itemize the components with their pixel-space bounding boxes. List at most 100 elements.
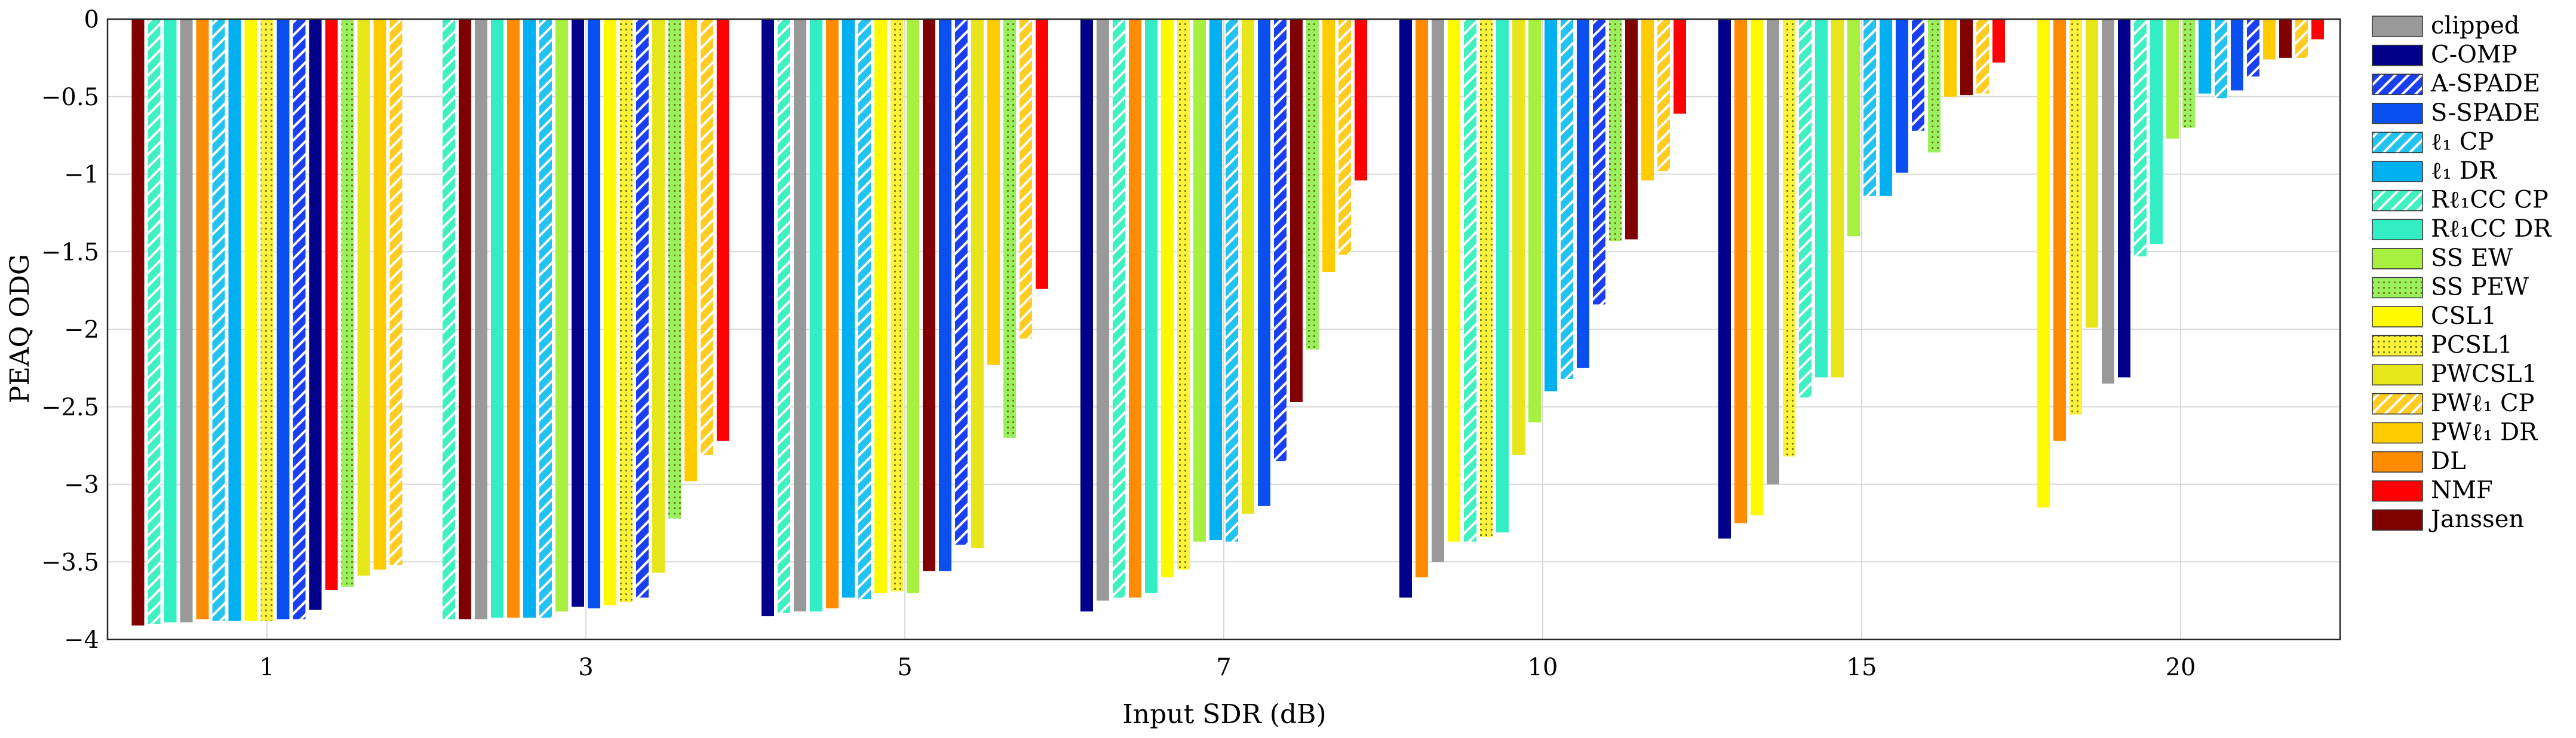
y-tick-label: −0.5 <box>41 84 99 111</box>
legend-swatch <box>2372 189 2423 212</box>
legend-label: C-OMP <box>2431 41 2517 69</box>
bar-16-7 <box>1129 19 1141 598</box>
bar-14-1 <box>389 19 403 565</box>
y-tick-label: −1.5 <box>41 238 99 266</box>
legend-swatch <box>2372 74 2423 95</box>
legend-label: Rℓ₁CC DR <box>2431 215 2552 243</box>
bar-6-3 <box>523 19 536 618</box>
bar-15-1 <box>373 19 386 570</box>
bar-4-20 <box>2231 19 2243 91</box>
bar-13-20 <box>2086 19 2098 328</box>
bar-16-3 <box>507 19 520 618</box>
legend-swatch <box>2372 509 2423 531</box>
bar-18-20 <box>2279 19 2292 58</box>
bar-13-15 <box>1831 19 1844 378</box>
bar-1-3 <box>475 19 487 620</box>
bar-8-5 <box>810 19 822 612</box>
bar-4-10 <box>1577 19 1589 368</box>
x-tick-label: 3 <box>578 654 593 681</box>
bar-2-20 <box>2118 19 2130 378</box>
bar-5-20 <box>2215 19 2227 99</box>
bar-17-7 <box>1355 19 1367 180</box>
legend-swatch <box>2372 16 2423 37</box>
bar-12-15 <box>1783 19 1795 457</box>
legend-label: Rℓ₁CC CP <box>2431 186 2549 214</box>
bar-11-10 <box>1448 19 1460 542</box>
bar-2-3 <box>572 19 584 607</box>
bar-9-3 <box>555 19 568 612</box>
legend-label: ℓ₁ CP <box>2431 128 2494 155</box>
bar-2-15 <box>1718 19 1731 539</box>
bar-12-3 <box>620 19 633 602</box>
bar-11-3 <box>604 19 616 605</box>
bar-18-5 <box>923 19 935 571</box>
bar-6-1 <box>228 19 241 621</box>
bar-10-5 <box>1003 19 1016 438</box>
bar-8-1 <box>164 19 177 623</box>
bar-2-5 <box>762 19 774 617</box>
bar-7-7 <box>1113 19 1125 598</box>
bar-13-3 <box>652 19 665 573</box>
bar-16-1 <box>196 19 209 620</box>
y-tick-label: −3.5 <box>41 549 99 576</box>
bar-9-7 <box>1193 19 1206 542</box>
bar-4-1 <box>277 19 290 620</box>
bar-5-3 <box>539 19 552 618</box>
legend-label: CSL1 <box>2431 302 2497 330</box>
legend-label: SS EW <box>2431 244 2513 272</box>
legend-swatch <box>2372 44 2423 66</box>
bar-7-3 <box>443 19 455 620</box>
legend-label: DL <box>2431 448 2466 475</box>
y-tick-label: −4 <box>64 626 99 654</box>
bar-10-15 <box>1928 19 1941 153</box>
bar-17-3 <box>717 19 729 441</box>
bar-15-3 <box>684 19 697 482</box>
bar-5-5 <box>858 19 871 599</box>
bar-13-5 <box>971 19 984 548</box>
legend-label: A-SPADE <box>2430 70 2540 97</box>
bar-15-20 <box>2263 19 2276 60</box>
legend-swatch <box>2372 422 2423 444</box>
bar-11-15 <box>1751 19 1763 516</box>
legend-swatch <box>2372 103 2423 124</box>
bar-9-5 <box>907 19 919 593</box>
bar-6-10 <box>1545 19 1557 391</box>
legend-swatch <box>2372 451 2423 473</box>
bar-18-7 <box>1290 19 1303 402</box>
bar-10-20 <box>2182 19 2195 128</box>
x-tick-label: 7 <box>1216 654 1231 681</box>
legend-swatch <box>2372 219 2423 240</box>
bar-8-3 <box>491 19 503 618</box>
bar-1-15 <box>1767 19 1779 485</box>
bar-3-15 <box>1912 19 1924 131</box>
bar-12-10 <box>1480 19 1493 537</box>
bar-7-15 <box>1799 19 1812 398</box>
bar-2-10 <box>1399 19 1412 598</box>
bar-11-7 <box>1161 19 1174 578</box>
bar-2-7 <box>1080 19 1093 612</box>
bar-12-5 <box>891 19 903 592</box>
legend-label: PWℓ₁ DR <box>2431 418 2538 446</box>
bar-8-7 <box>1145 19 1157 593</box>
bar-18-15 <box>1960 19 1973 96</box>
bar-5-15 <box>1863 19 1876 196</box>
bar-11-5 <box>874 19 887 593</box>
bar-12-20 <box>2070 19 2082 415</box>
x-tick-label: 10 <box>1528 654 1558 681</box>
legend-swatch <box>2372 393 2423 415</box>
axes-group <box>106 18 2341 641</box>
bar-4-5 <box>939 19 951 571</box>
bar-10-1 <box>341 19 354 587</box>
grid-lines <box>108 19 2340 640</box>
bar-12-7 <box>1177 19 1190 570</box>
x-tick-label: 20 <box>2166 654 2196 681</box>
bar-6-5 <box>842 19 855 598</box>
bar-10-10 <box>1609 19 1622 241</box>
legend-label: clipped <box>2431 12 2519 39</box>
bar-1-5 <box>794 19 806 612</box>
bar-1-7 <box>1097 19 1109 601</box>
y-tick-label: 0 <box>84 6 99 33</box>
bar-9-15 <box>1847 19 1860 237</box>
